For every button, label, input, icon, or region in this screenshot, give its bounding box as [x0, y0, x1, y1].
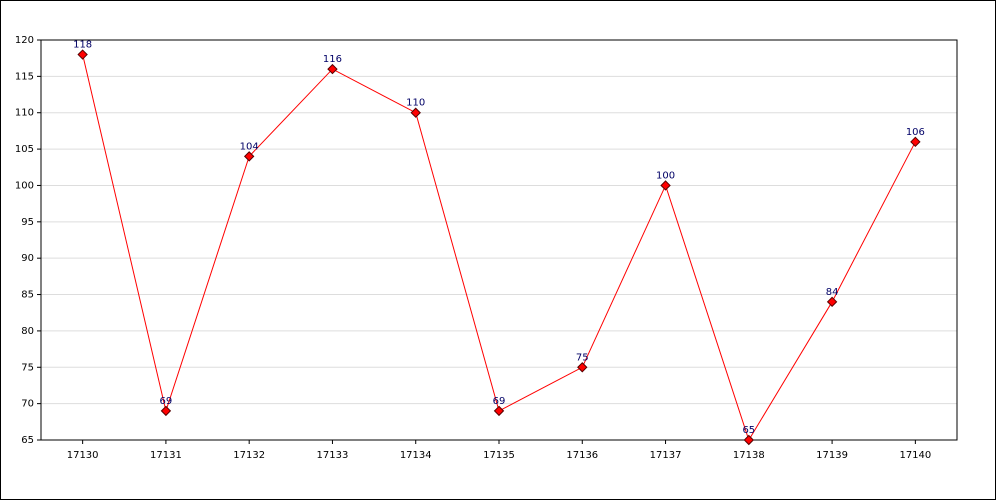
y-tick-label: 110: [15, 108, 34, 119]
marker: [743, 434, 755, 446]
marker: [577, 362, 588, 373]
x-tick-label: 17133: [317, 450, 349, 461]
y-tick-label: 95: [21, 217, 34, 228]
x-tick-label: 17138: [733, 450, 765, 461]
x-tick-label: 17139: [816, 450, 848, 461]
data-label: 65: [742, 425, 755, 436]
y-tick-label: 75: [21, 362, 34, 373]
x-tick-label: 17135: [483, 450, 515, 461]
y-tick-label: 65: [21, 435, 34, 446]
marker: [160, 405, 172, 417]
x-tick-label: 17136: [566, 450, 598, 461]
marker: [660, 180, 671, 191]
marker: [77, 49, 88, 60]
marker: [410, 107, 421, 118]
data-label: 69: [160, 396, 173, 407]
y-tick-label: 80: [21, 326, 34, 337]
y-tick-label: 70: [21, 399, 34, 410]
y-tick-label: 105: [15, 144, 34, 155]
marker: [493, 405, 505, 417]
data-label: 116: [323, 54, 342, 65]
y-tick-label: 90: [21, 253, 34, 264]
marker: [826, 296, 838, 308]
x-tick-label: 17137: [650, 450, 682, 461]
data-label: 84: [826, 287, 839, 298]
data-label: 69: [493, 396, 506, 407]
x-tick-label: 17140: [899, 450, 931, 461]
y-tick-label: 100: [15, 180, 34, 191]
marker: [327, 63, 338, 75]
y-tick-label: 115: [15, 71, 34, 82]
data-label: 106: [906, 127, 925, 138]
x-tick-label: 17130: [67, 450, 99, 461]
data-label: 104: [240, 141, 259, 152]
marker: [243, 151, 255, 162]
marker: [910, 136, 921, 148]
y-tick-label: 120: [15, 35, 34, 46]
data-label: 118: [73, 40, 92, 51]
data-label: 75: [576, 352, 589, 363]
x-tick-label: 17134: [400, 450, 432, 461]
data-label: 110: [406, 98, 425, 109]
y-tick-label: 85: [21, 290, 34, 301]
data-label: 100: [656, 170, 675, 181]
x-tick-label: 17132: [233, 450, 265, 461]
x-tick-label: 17131: [150, 450, 182, 461]
